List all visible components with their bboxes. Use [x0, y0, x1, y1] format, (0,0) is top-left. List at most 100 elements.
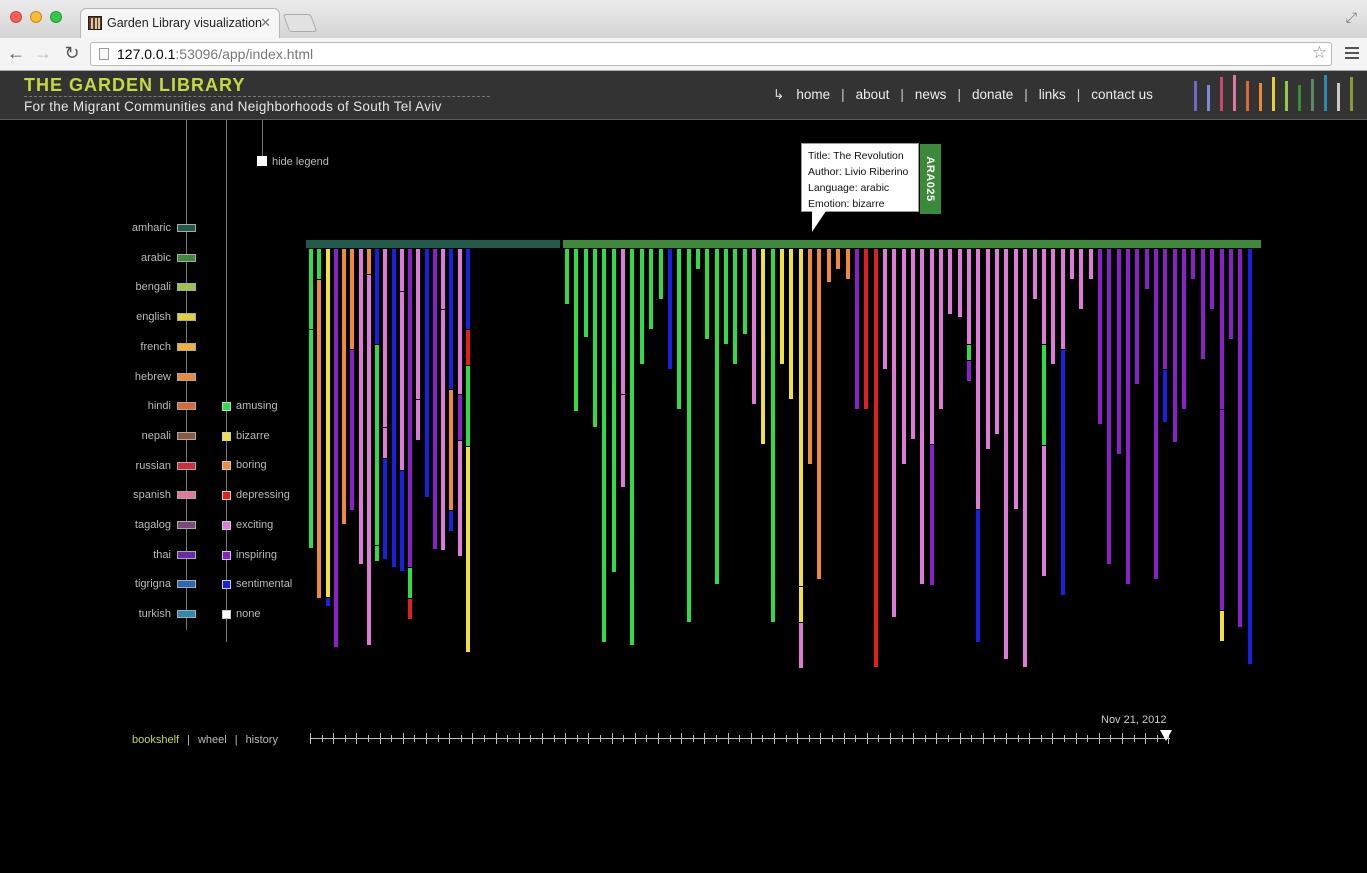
emotion-swatch-amusing[interactable]	[222, 402, 231, 411]
book-bar[interactable]	[976, 249, 980, 509]
bookmark-star-icon[interactable]: ☆	[1311, 43, 1327, 62]
book-bar[interactable]	[565, 249, 569, 304]
book-bar[interactable]	[612, 249, 616, 572]
book-bar[interactable]	[1107, 249, 1111, 564]
book-bar[interactable]	[1004, 249, 1008, 659]
close-window-button[interactable]	[10, 11, 22, 23]
book-bar[interactable]	[383, 428, 387, 458]
book-bar[interactable]	[309, 330, 313, 548]
book-bar[interactable]	[687, 249, 691, 622]
emotion-label-none[interactable]: none	[236, 607, 261, 620]
language-label-turkish[interactable]: turkish	[138, 608, 171, 621]
book-bar[interactable]	[1210, 249, 1214, 309]
nav-news-link[interactable]: news	[914, 87, 947, 102]
timeline-track[interactable]	[310, 733, 1170, 744]
book-bar[interactable]	[375, 345, 379, 545]
nav-about-link[interactable]: about	[855, 87, 890, 102]
book-bar[interactable]	[375, 249, 379, 344]
book-bar[interactable]	[799, 623, 803, 668]
language-swatch-tigrigna[interactable]	[177, 580, 196, 589]
language-label-spanish[interactable]: spanish	[133, 489, 171, 502]
book-bar[interactable]	[1117, 249, 1121, 454]
language-label-hindi[interactable]: hindi	[147, 400, 171, 413]
book-bar[interactable]	[911, 249, 915, 439]
book-bar[interactable]	[1126, 249, 1130, 584]
book-bar[interactable]	[761, 249, 765, 444]
book-bar[interactable]	[425, 249, 429, 497]
book-bar[interactable]	[449, 511, 453, 531]
close-tab-icon[interactable]: ✕	[260, 15, 271, 30]
language-label-nepali[interactable]: nepali	[141, 429, 171, 442]
book-bar[interactable]	[458, 441, 462, 556]
book-bar[interactable]	[383, 249, 387, 427]
book-bar[interactable]	[408, 599, 412, 619]
book-bar[interactable]	[416, 400, 420, 440]
book-bar[interactable]	[584, 249, 588, 337]
book-bar[interactable]	[1135, 249, 1139, 384]
emotion-label-depressing[interactable]: depressing	[236, 489, 290, 502]
book-bar[interactable]	[967, 249, 971, 344]
book-bar[interactable]	[1098, 249, 1102, 424]
book-bar[interactable]	[874, 249, 878, 667]
book-bar[interactable]	[696, 249, 700, 269]
language-label-amharic[interactable]: amharic	[131, 222, 171, 234]
book-bar[interactable]	[602, 249, 606, 642]
book-bar[interactable]	[864, 249, 868, 409]
book-bar[interactable]	[630, 249, 634, 645]
book-bar[interactable]	[752, 249, 756, 404]
book-bar[interactable]	[1191, 249, 1195, 279]
book-bar[interactable]	[466, 249, 470, 329]
tab-bookshelf[interactable]: bookshelf	[132, 734, 180, 746]
language-swatch-spanish[interactable]	[177, 491, 196, 500]
emotion-label-exciting[interactable]: exciting	[236, 518, 274, 531]
book-bar[interactable]	[367, 275, 371, 645]
book-bar[interactable]	[715, 249, 719, 584]
book-bar[interactable]	[416, 249, 420, 399]
book-bar[interactable]	[1145, 249, 1149, 289]
book-bar[interactable]	[1220, 410, 1224, 610]
book-bar[interactable]	[976, 510, 980, 642]
book-bar[interactable]	[326, 249, 330, 597]
book-bar[interactable]	[326, 598, 330, 606]
browser-tab[interactable]: Garden Library visualization ✕	[80, 8, 280, 38]
book-bar[interactable]	[967, 361, 971, 381]
back-arrow-icon[interactable]: ←	[7, 43, 25, 63]
book-bar[interactable]	[771, 249, 775, 622]
emotion-swatch-depressing[interactable]	[222, 491, 231, 501]
book-bar[interactable]	[458, 395, 462, 440]
book-bar[interactable]	[342, 249, 346, 524]
book-bar[interactable]	[799, 249, 803, 586]
book-bar[interactable]	[724, 249, 728, 344]
book-bar[interactable]	[836, 249, 840, 269]
book-bar[interactable]	[458, 249, 462, 394]
book-bar[interactable]	[441, 249, 445, 309]
language-label-english[interactable]: english	[136, 311, 171, 324]
language-label-french[interactable]: french	[140, 340, 171, 353]
language-label-hebrew[interactable]: hebrew	[134, 370, 171, 383]
book-bar[interactable]	[855, 249, 859, 409]
book-bar[interactable]	[1079, 249, 1083, 309]
language-swatch-russian[interactable]	[177, 461, 196, 470]
book-bar[interactable]	[920, 249, 924, 584]
new-tab-button[interactable]	[282, 14, 318, 32]
book-bar[interactable]	[967, 345, 971, 360]
language-swatch-hebrew[interactable]	[177, 372, 196, 381]
emotion-swatch-inspiring[interactable]	[222, 550, 231, 560]
book-bar[interactable]	[593, 249, 597, 427]
book-bar[interactable]	[780, 249, 784, 364]
book-bar[interactable]	[1023, 249, 1027, 667]
book-bar[interactable]	[1014, 249, 1018, 509]
language-label-arabic[interactable]: arabic	[141, 251, 171, 264]
language-swatch-nepali[interactable]	[177, 431, 196, 440]
language-swatch-hindi[interactable]	[177, 402, 196, 411]
book-bar[interactable]	[375, 546, 379, 561]
book-bar[interactable]	[1042, 345, 1046, 445]
book-bar[interactable]	[449, 390, 453, 510]
book-bar[interactable]	[892, 249, 896, 617]
book-bar[interactable]	[383, 459, 387, 559]
book-bar[interactable]	[1154, 249, 1158, 579]
book-bar[interactable]	[1229, 249, 1233, 339]
book-bar[interactable]	[1163, 370, 1167, 422]
emotion-swatch-bizarre[interactable]	[222, 431, 231, 441]
emotion-label-boring[interactable]: boring	[236, 459, 267, 472]
